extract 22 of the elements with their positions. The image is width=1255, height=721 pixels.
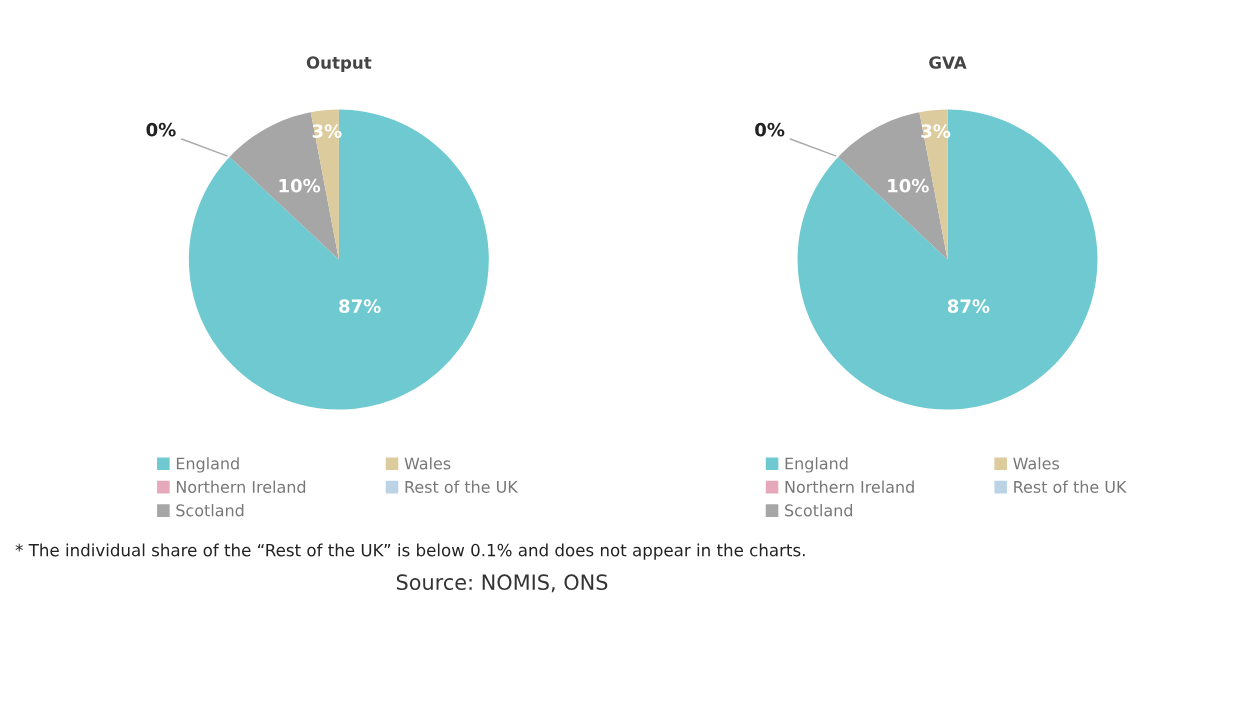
data-label: 87%	[947, 299, 990, 313]
legend-label: Rest of the UK	[1014, 480, 1127, 493]
text: 0%	[755, 122, 785, 137]
pie-slice	[797, 109, 1098, 410]
data-label: 10%	[888, 178, 929, 193]
text: 0%	[146, 122, 176, 137]
chart-title: GVA	[929, 56, 967, 69]
legend-label: Rest of the UK	[405, 480, 519, 493]
legend-label: Northern Ireland	[785, 480, 914, 493]
legend-label: England	[785, 457, 848, 473]
source-note: Source: NOMIS, ONS	[396, 574, 608, 593]
legend-label: Scotland	[176, 504, 244, 517]
pie-slice	[188, 109, 489, 410]
text: * The individual share of the “Rest of the UK” is below 0.1% and does not appear in the charts.	[15, 543, 805, 560]
legend-label: Scotland	[785, 504, 853, 517]
chart-title: Output	[306, 56, 372, 73]
data-label: 87%	[339, 299, 381, 313]
data-label: 10%	[279, 178, 321, 193]
legend-label: Wales	[1013, 457, 1060, 470]
legend-label: Northern Ireland	[176, 480, 306, 493]
legend-label: Wales	[404, 457, 451, 470]
legend-label: England	[176, 457, 239, 473]
